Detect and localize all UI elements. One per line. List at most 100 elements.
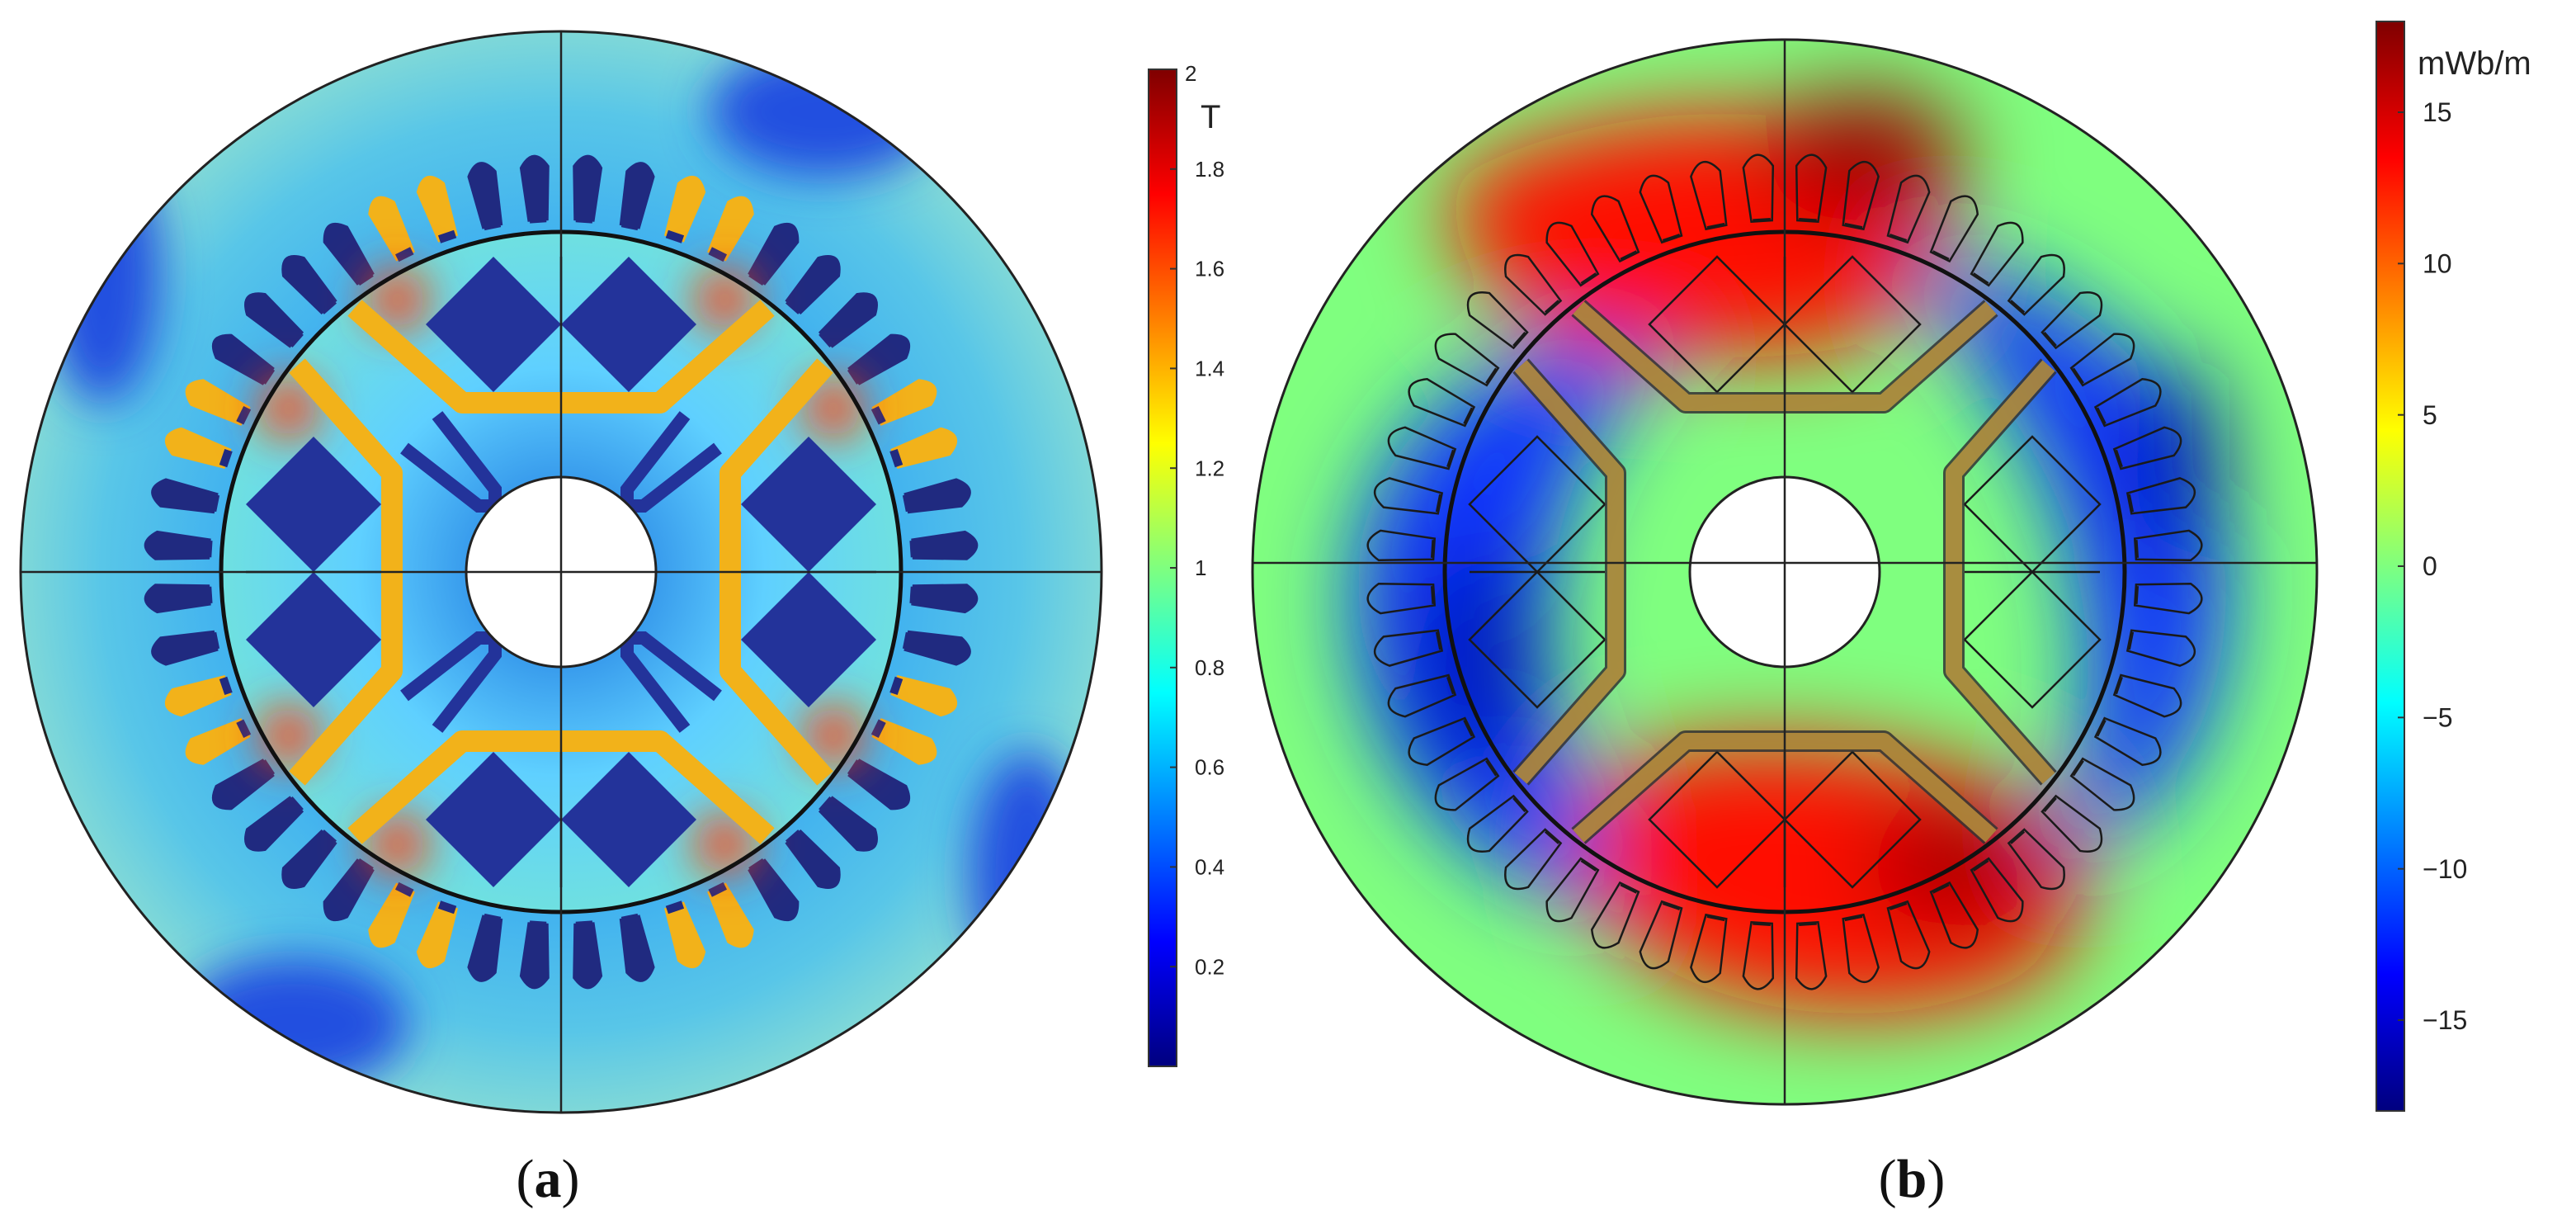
stator-slot xyxy=(1929,195,1979,263)
colorbar-tick-label: 10 xyxy=(2423,249,2452,279)
colorbar-b-ticks: 15 10 5 0 −5 −10 −15 xyxy=(2398,97,2467,1035)
stator-slot xyxy=(847,333,911,385)
stator-slot xyxy=(847,759,911,810)
stator-slot xyxy=(151,630,220,666)
colorbar-tick-label: 1.4 xyxy=(1195,357,1224,381)
stator-slot xyxy=(1374,477,1444,515)
stator-slot xyxy=(619,162,655,231)
stator-slot xyxy=(1742,920,1775,990)
rotor-pole xyxy=(620,358,876,786)
stator-slot xyxy=(870,379,937,426)
permanent-magnet xyxy=(426,752,561,887)
colorbar-tick-label: 0.2 xyxy=(1195,954,1224,979)
colorbar-tick-label: −5 xyxy=(2423,703,2452,733)
stator-slot xyxy=(707,881,754,948)
colorbar-tick-label: 2 xyxy=(1185,61,1196,86)
stator-slot xyxy=(1795,920,1828,990)
stator-slot xyxy=(1466,794,1529,853)
stator-slot xyxy=(2007,828,2065,891)
stator-slot xyxy=(748,858,800,922)
stator-slot xyxy=(1434,757,1500,811)
stator-slot xyxy=(902,630,971,666)
stator-slot xyxy=(323,858,375,922)
stator-slot xyxy=(785,829,841,889)
rotor-pole xyxy=(1468,358,1626,786)
stator-slot xyxy=(467,913,503,982)
stator-slot xyxy=(1842,913,1880,983)
stator-slot xyxy=(785,255,841,315)
colorbar-a-unit: T xyxy=(1201,99,1220,135)
stator-slot xyxy=(707,196,754,262)
stator-slot xyxy=(1639,174,1683,244)
stator-slot xyxy=(1590,195,1640,263)
panel-b-caption: (b) xyxy=(1879,1149,1946,1209)
stator-slot xyxy=(1970,221,2024,287)
stator-slot xyxy=(1466,291,1529,350)
colorbar-tick-label: 1.2 xyxy=(1195,456,1224,480)
stator-slot xyxy=(144,584,213,614)
stator-slot xyxy=(2133,529,2203,562)
stator-slot xyxy=(619,913,655,982)
stator-slot xyxy=(902,478,971,514)
colorbar-tick-label: 1.6 xyxy=(1195,257,1224,281)
stator-slot xyxy=(1387,673,1457,718)
stator-slot xyxy=(2041,794,2103,853)
stator-slot xyxy=(573,920,603,990)
stator-slot xyxy=(281,255,337,315)
colorbar-tick-label: −10 xyxy=(2423,854,2467,884)
stator-slot xyxy=(1742,154,1775,224)
stator-slot xyxy=(1504,828,1563,891)
stator-slot xyxy=(2112,673,2182,718)
colorbar-tick-label: 0.8 xyxy=(1195,655,1224,680)
stator-slot xyxy=(909,530,979,560)
stator-slot xyxy=(164,675,233,717)
rotor-pole xyxy=(347,257,775,513)
stator-slot xyxy=(1366,582,1437,615)
stator-slot xyxy=(1366,529,1437,562)
colorbar-tick-label: 1.8 xyxy=(1195,157,1224,182)
stator-slot xyxy=(2069,757,2135,811)
permanent-magnet xyxy=(246,437,381,572)
stator-slot xyxy=(281,829,337,889)
stator-slot xyxy=(889,427,958,469)
stator-slot xyxy=(664,175,706,243)
stator-slot xyxy=(1795,154,1828,224)
stator-slot xyxy=(1434,333,1500,387)
stator-slot xyxy=(1842,161,1880,231)
stator-slot xyxy=(416,900,458,969)
stator-slot xyxy=(368,196,415,262)
stator-slot xyxy=(144,530,213,560)
stator-slot xyxy=(211,333,276,385)
stator-slot xyxy=(2112,426,2182,470)
stator-slot xyxy=(664,900,706,969)
panel-b-caption-letter: b xyxy=(1897,1149,1927,1209)
stator-slot xyxy=(1387,426,1457,470)
stator-slot xyxy=(1639,900,1683,970)
stator-slot xyxy=(244,796,304,852)
permanent-magnet xyxy=(561,257,696,392)
stator-slot xyxy=(164,427,233,469)
stator-slot xyxy=(2041,291,2103,350)
colorbar-tick-label: 0.4 xyxy=(1195,855,1224,880)
stator-slot xyxy=(519,154,550,224)
colorbar-tick-label: 0 xyxy=(2423,551,2437,581)
stator-slot xyxy=(2093,377,2162,428)
colorbar-tick-label: −15 xyxy=(2423,1005,2467,1035)
stator-slot xyxy=(1545,857,1600,923)
colorbar-tick-label: 1 xyxy=(1195,555,1206,580)
stator-slot xyxy=(889,675,958,717)
permanent-magnet xyxy=(246,572,381,707)
field-b-lobes xyxy=(1353,91,2228,1014)
stator-slot xyxy=(1590,881,1640,949)
panel-a-caption: (a) xyxy=(517,1149,580,1209)
colorbar-b-unit: mWb/m xyxy=(2418,45,2531,82)
stator-slot xyxy=(1408,377,1476,428)
stator-slot xyxy=(818,796,878,852)
stator-slot xyxy=(1408,716,1476,767)
permanent-magnet xyxy=(561,752,696,887)
stator-slot xyxy=(1374,629,1444,667)
stator-slot xyxy=(818,292,878,348)
colorbar-tick-label: 15 xyxy=(2423,97,2452,127)
panel-b-vector-potential-plot: mWb/m 15 10 5 0 −5 −10 −15 (b) xyxy=(1251,21,2531,1209)
